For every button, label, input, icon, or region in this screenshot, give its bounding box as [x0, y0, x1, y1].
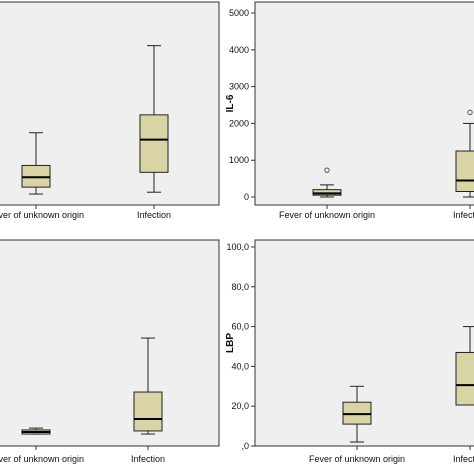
y-tick-label: 5000 [229, 8, 249, 18]
box-plot [139, 45, 169, 193]
y-tick-label: 0 [244, 192, 249, 202]
box-plot [455, 326, 474, 406]
y-tick-label: ,0 [241, 441, 249, 451]
box-plot [21, 132, 51, 195]
y-tick-label: 80,0 [231, 282, 249, 292]
x-tick-label: Infection [131, 454, 165, 464]
box [455, 150, 474, 192]
x-tick-label: Infection [453, 454, 474, 464]
x-tick-label: Fever of unknown origin [0, 454, 84, 464]
y-axis-title: LBP [225, 333, 236, 353]
x-tick-label: Fever of unknown origin [309, 454, 405, 464]
y-tick-label: 4000 [229, 45, 249, 55]
box-plot [342, 385, 372, 443]
box-plot [21, 427, 51, 435]
y-axis-title: IL-6 [225, 94, 236, 112]
outlier [467, 109, 473, 116]
y-tick-label: 40,0 [231, 361, 249, 371]
box [133, 391, 163, 432]
x-tick-label: Infection [137, 210, 171, 220]
box [455, 351, 474, 406]
y-tick-label: 1000 [229, 155, 249, 165]
y-tick-label: 100,0 [226, 242, 249, 252]
box-plot [455, 109, 474, 198]
y-tick-label: 2000 [229, 118, 249, 128]
y-tick-label: 3000 [229, 82, 249, 92]
y-tick-label: 20,0 [231, 401, 249, 411]
x-tick-label: Fever of unknown origin [0, 210, 84, 220]
outlier [324, 167, 330, 173]
box-plot [133, 337, 163, 435]
x-tick-label: Infection [453, 210, 474, 220]
box-plot [312, 167, 342, 198]
plot-frame [254, 1, 474, 206]
y-tick-label: 60,0 [231, 322, 249, 332]
box [139, 114, 169, 173]
x-tick-label: Fever of unknown origin [279, 210, 375, 220]
plot-frame [0, 239, 220, 447]
